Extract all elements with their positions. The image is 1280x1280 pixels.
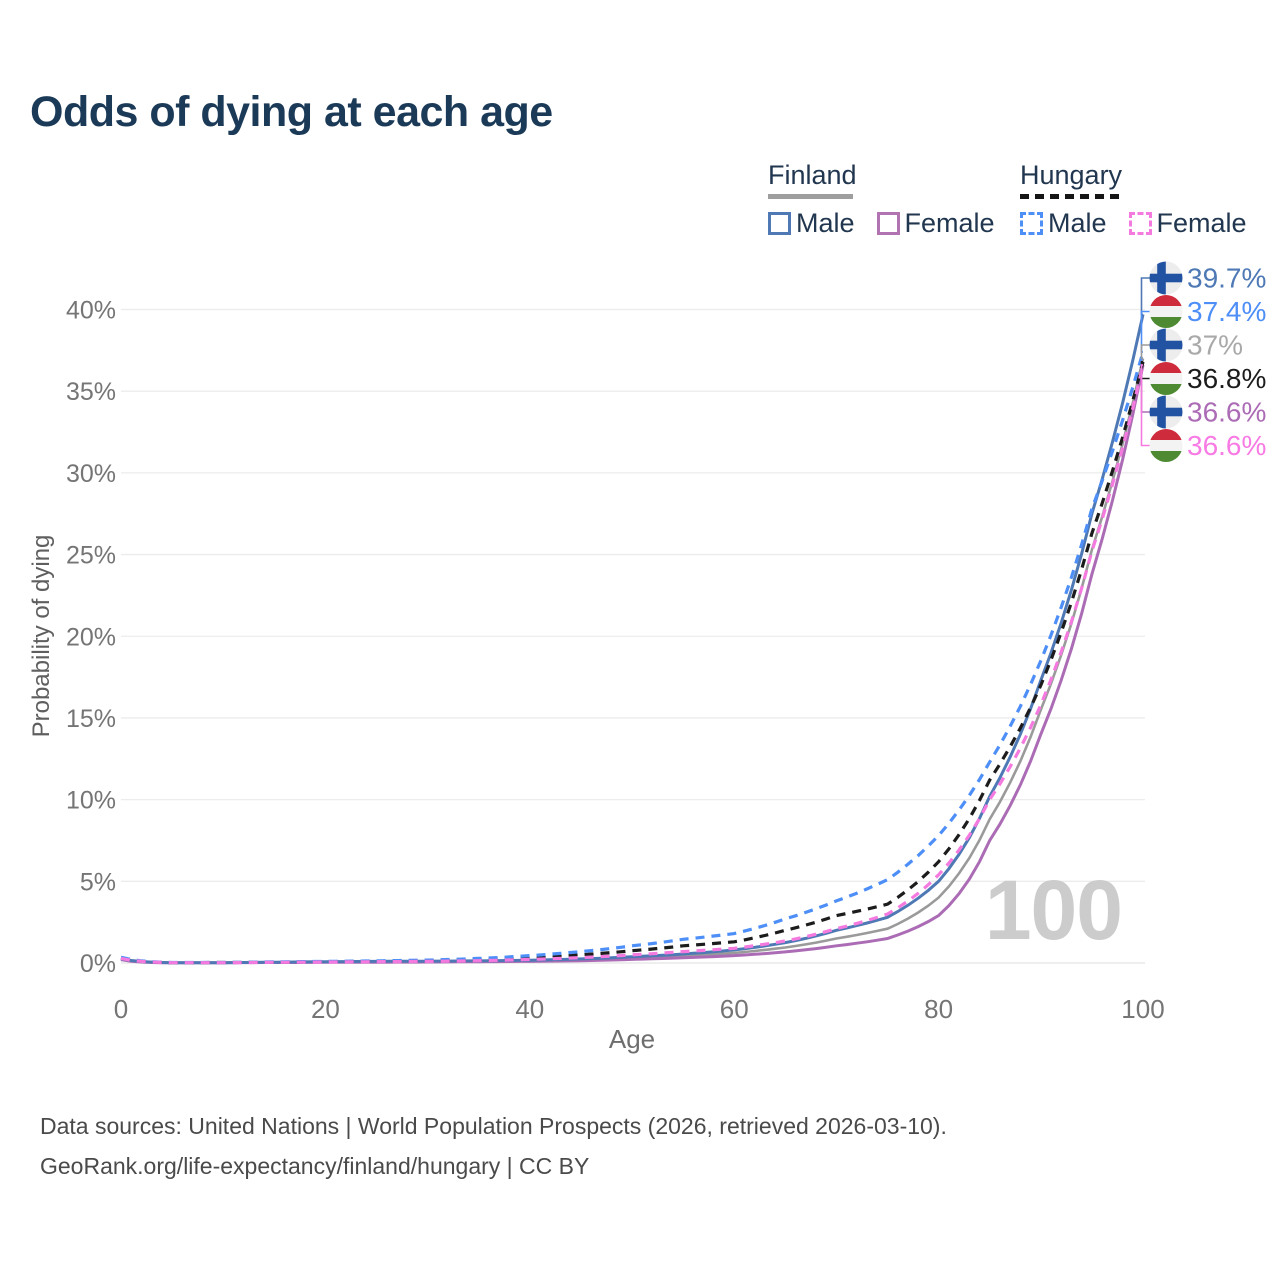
- connector-line: [1140, 364, 1150, 447]
- legend-item-finland-male[interactable]: Male: [768, 208, 855, 239]
- hungary-female-swatch-icon: [1128, 212, 1152, 235]
- y-tick-label: 0%: [80, 950, 116, 978]
- y-tick-label: 30%: [66, 460, 116, 488]
- legend-group-finland: Finland Male Female: [768, 160, 1017, 239]
- legend-label-finland-female: Female: [904, 208, 995, 238]
- x-tick-label: 80: [924, 994, 953, 1024]
- x-tick-label: 40: [515, 994, 544, 1024]
- legend-country-finland: Finland: [768, 160, 857, 190]
- series-lines: [120, 314, 1145, 965]
- x-tick-label: 60: [720, 994, 749, 1024]
- hungary-male-swatch-icon: [1020, 212, 1043, 235]
- legend-item-hungary-male[interactable]: Male: [1020, 208, 1107, 239]
- y-axis-title: Probability of dying: [28, 534, 55, 738]
- legend-row-hungary: Male Female: [1020, 208, 1269, 239]
- hungary-flag-icon: [1149, 429, 1183, 462]
- end-value-label: 37.4%: [1187, 296, 1266, 327]
- x-tick-label: 100: [1121, 994, 1164, 1024]
- legend-row-finland: Male Female: [768, 208, 1017, 239]
- hungary-flag-icon: [1149, 362, 1183, 395]
- x-tick-label: 20: [311, 994, 340, 1024]
- hungary-flag-icon: [1149, 295, 1183, 328]
- gridlines: [121, 308, 1145, 964]
- y-tick-label: 10%: [66, 787, 116, 815]
- end-value-labels: 39.7%37.4%37%36.8%36.6%36.6%: [1187, 263, 1266, 462]
- hungary-line-style-swatch: [1020, 194, 1120, 199]
- legend-country-hungary: Hungary: [1020, 160, 1123, 190]
- footer-data-sources: Data sources: United Nations | World Pop…: [40, 1113, 947, 1139]
- y-tick-label: 25%: [66, 542, 116, 570]
- y-tick-label: 15%: [66, 705, 116, 733]
- end-value-label: 37%: [1187, 330, 1243, 361]
- end-value-label: 36.8%: [1187, 363, 1266, 394]
- y-tick-label: 40%: [66, 297, 116, 325]
- connector-line: [1140, 344, 1150, 360]
- end-label-connectors: [1140, 277, 1150, 447]
- finland-flag-icon: [1149, 395, 1183, 429]
- chart-title: Odds of dying at each age: [30, 88, 553, 136]
- finland-line-style-swatch: [768, 194, 853, 199]
- legend-label-hungary-male: Male: [1048, 208, 1107, 238]
- y-tick-label: 35%: [66, 378, 116, 406]
- series-line-hungary-male[interactable]: [120, 351, 1145, 965]
- x-axis-title: Age: [609, 1024, 655, 1054]
- legend-item-finland-female[interactable]: Female: [876, 208, 995, 239]
- footer: Data sources: United Nations | World Pop…: [40, 1106, 947, 1186]
- legend-label-hungary-female: Female: [1156, 208, 1247, 238]
- finland-flag-icon: [1149, 328, 1183, 362]
- axis-tick-labels: 0% 5% 10% 15% 20% 25% 30% 35% 40% 0 20 40 60 80 100: [66, 297, 1165, 1025]
- end-label-flags: [1149, 261, 1183, 462]
- y-tick-label: 5%: [80, 868, 116, 896]
- series-line-finland-male[interactable]: [120, 314, 1145, 965]
- legend-group-hungary: Hungary Male Female: [1020, 160, 1269, 239]
- legend-label-finland-male: Male: [796, 208, 855, 238]
- end-value-label: 36.6%: [1187, 430, 1266, 461]
- end-value-label: 36.6%: [1187, 397, 1266, 428]
- finland-male-swatch-icon: [768, 212, 791, 235]
- legend-item-hungary-female[interactable]: Female: [1128, 208, 1247, 239]
- end-value-label: 39.7%: [1187, 263, 1266, 294]
- series-line-hungary-all[interactable]: [120, 361, 1145, 965]
- footer-attribution: GeoRank.org/life-expectancy/finland/hung…: [40, 1153, 590, 1179]
- finland-female-swatch-icon: [876, 212, 900, 235]
- x-tick-label: 0: [114, 994, 128, 1024]
- y-tick-label: 20%: [66, 623, 116, 651]
- age-watermark: 100: [984, 863, 1123, 957]
- finland-flag-icon: [1149, 261, 1183, 295]
